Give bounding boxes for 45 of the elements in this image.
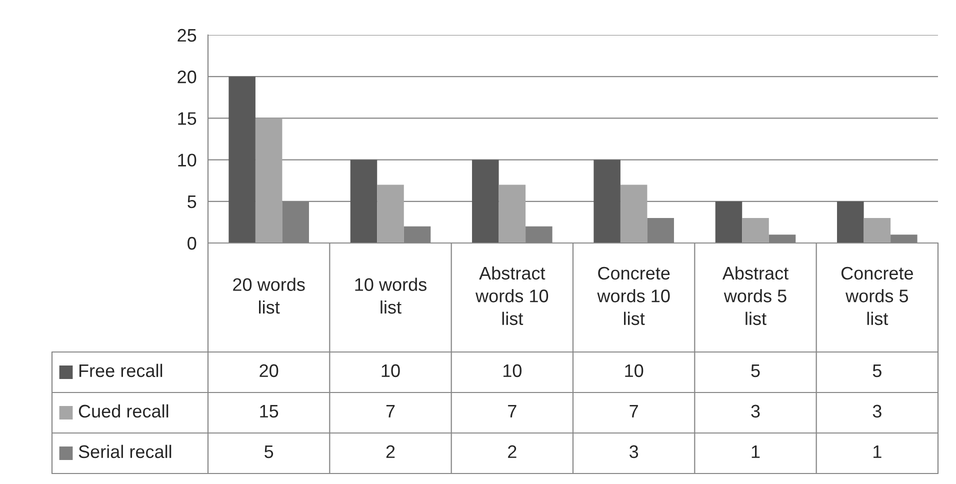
bar — [742, 218, 769, 243]
data-label: 15 — [260, 404, 278, 418]
data-label: 7 — [508, 404, 516, 418]
data-label: 5 — [264, 445, 274, 458]
legend-label: Free recall — [79, 364, 162, 378]
data-label: 2 — [386, 445, 395, 458]
y-tick-label: 20 — [178, 70, 196, 84]
y-tick-label: 15 — [178, 112, 196, 125]
y-tick-label: 5 — [188, 196, 196, 208]
bar — [715, 201, 742, 243]
bar — [620, 184, 648, 243]
data-label: 7 — [630, 404, 638, 418]
x-tick-label: 20 words list — [233, 278, 305, 314]
data-label: 3 — [751, 404, 760, 418]
x-tick-label: Abstract words 10 list — [476, 266, 548, 326]
data-label: 1 — [752, 445, 760, 458]
x-tick-label: Concrete words 10 list — [597, 266, 670, 326]
bar — [837, 201, 864, 243]
bar — [228, 76, 256, 243]
legend-label: Serial recall — [78, 444, 172, 458]
data-label: 10 — [382, 364, 400, 378]
y-tick-label: 0 — [188, 236, 196, 250]
data-label: 1 — [874, 445, 882, 458]
legend-label: Cued recall — [78, 404, 168, 418]
x-tick-label: Concrete words 5 list — [841, 266, 913, 326]
data-label: 2 — [508, 445, 516, 458]
y-tick-label: 10 — [178, 154, 196, 167]
data-label: 3 — [872, 404, 882, 418]
bar — [255, 118, 282, 243]
data-label: 10 — [625, 364, 644, 378]
data-label: 3 — [630, 445, 638, 458]
data-label: 20 — [260, 364, 278, 378]
x-tick-label: Abstract words 5 list — [722, 266, 788, 326]
y-tick-label: 25 — [178, 28, 196, 42]
x-tick-label: 10 words list — [355, 278, 426, 314]
bar — [498, 184, 526, 243]
data-label: 5 — [872, 364, 882, 378]
data-label: 10 — [504, 364, 522, 378]
bar — [864, 218, 891, 243]
bar — [594, 160, 620, 243]
data-label: 5 — [751, 364, 760, 378]
bar — [350, 160, 378, 243]
bar — [472, 160, 499, 243]
data-label: 7 — [386, 404, 395, 418]
bar — [377, 184, 404, 243]
